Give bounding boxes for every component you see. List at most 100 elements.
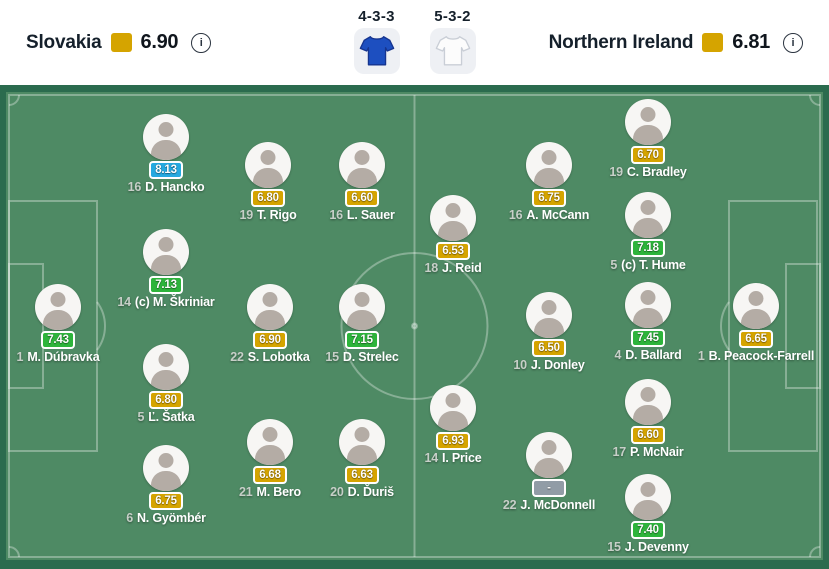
home-formation-label: 4-3-3 — [358, 8, 395, 25]
player-home-20[interactable]: 6.63 20 D. Ďuriš — [277, 419, 447, 499]
player-name: C. Bradley — [626, 165, 687, 179]
player-away-14[interactable]: 6.93 14 I. Price — [368, 385, 538, 465]
home-rating-chip — [110, 33, 132, 52]
player-away-16[interactable]: 6.75 16 A. McCann — [464, 142, 634, 222]
player-label: 5 Ľ. Šatka — [81, 410, 251, 424]
player-number: 21 — [239, 485, 253, 499]
person-silhouette-icon — [640, 107, 656, 122]
person-silhouette-icon — [640, 290, 656, 305]
formations-group: 4-3-3 5-3-2 — [353, 8, 476, 74]
player-number: 5 — [137, 410, 145, 424]
person-silhouette-icon — [151, 370, 181, 390]
person-silhouette-icon — [640, 200, 656, 215]
player-rating-badge: 7.45 — [631, 329, 665, 347]
player-number: 14 — [117, 295, 131, 309]
player-label: 22 J. McDonnell — [464, 498, 634, 512]
player-name: M. Dúbravka — [27, 350, 100, 364]
home-team-rating: 6.90 — [140, 31, 179, 53]
player-number: 15 — [325, 350, 339, 364]
person-silhouette-icon — [534, 168, 564, 188]
player-label: 18 J. Reid — [368, 261, 538, 275]
player-label: 19 T. Rigo — [183, 208, 353, 222]
player-rating-badge: 6.75 — [532, 189, 566, 207]
person-silhouette-icon — [158, 352, 174, 367]
person-silhouette-icon — [50, 292, 66, 307]
player-away-22[interactable]: - 22 J. McDonnell — [464, 432, 634, 512]
away-rating-info-icon[interactable]: i — [783, 32, 803, 53]
away-team-summary: Northern Ireland 6.81 i — [549, 31, 803, 54]
player-rating-badge: 6.70 — [631, 146, 665, 164]
person-silhouette-icon — [633, 405, 663, 425]
player-label: 16 L. Sauer — [277, 208, 447, 222]
player-avatar — [526, 142, 572, 188]
person-silhouette-icon — [541, 300, 557, 315]
person-silhouette-icon — [158, 122, 174, 137]
player-number: 22 — [502, 498, 517, 512]
player-home-16[interactable]: 8.13 16 D. Hancko — [81, 114, 251, 194]
person-silhouette-icon — [438, 221, 468, 241]
player-avatar — [143, 114, 189, 160]
player-rating-badge: 6.93 — [436, 432, 470, 450]
person-silhouette-icon — [534, 318, 564, 338]
player-rating-badge: 6.65 — [739, 330, 773, 348]
player-name: J. McDonnell — [520, 498, 596, 512]
person-silhouette-icon — [633, 218, 663, 238]
player-away-1[interactable]: 6.65 1 B. Peacock-Farrell — [671, 283, 829, 363]
player-home-5[interactable]: 6.80 5 Ľ. Šatka — [81, 344, 251, 424]
player-avatar — [430, 195, 476, 241]
home-team-name: Slovakia — [26, 31, 102, 53]
player-rating-badge: 6.80 — [149, 391, 183, 409]
player-home-22[interactable]: 6.90 22 S. Lobotka — [185, 284, 355, 364]
player-label: 14 (c) M. Škriniar — [81, 295, 251, 309]
player-name: D. Hancko — [145, 180, 205, 194]
player-home-16[interactable]: 6.60 16 L. Sauer — [277, 142, 447, 222]
pitch-markings — [8, 94, 821, 558]
person-silhouette-icon — [255, 310, 285, 330]
person-silhouette-icon — [151, 255, 181, 275]
player-avatar — [625, 99, 671, 145]
player-home-19[interactable]: 6.80 19 T. Rigo — [183, 142, 353, 222]
home-rating-info-icon[interactable]: i — [191, 32, 212, 53]
player-away-17[interactable]: 6.60 17 P. McNair — [563, 379, 733, 459]
player-number: 16 — [127, 180, 142, 194]
person-silhouette-icon — [347, 310, 377, 330]
players-layer: 7.43 1 M. Dúbravka 8.13 16 D. Hancko 7.13 … — [0, 85, 829, 569]
player-label: 16 A. McCann — [464, 208, 634, 222]
player-rating-badge: 8.13 — [149, 161, 183, 179]
player-avatar — [625, 282, 671, 328]
player-away-18[interactable]: 6.53 18 J. Reid — [368, 195, 538, 275]
player-label: 19 C. Bradley — [563, 165, 733, 179]
player-name: A. McCann — [526, 208, 590, 222]
player-away-5[interactable]: 7.18 5 (c) T. Hume — [563, 192, 733, 272]
player-home-15[interactable]: 7.15 15 D. Strelec — [277, 284, 447, 364]
person-silhouette-icon — [158, 453, 174, 468]
player-number: 16 — [508, 208, 523, 222]
player-away-10[interactable]: 6.50 10 J. Donley — [464, 292, 634, 372]
player-label: 4 D. Ballard — [563, 348, 733, 362]
player-home-14[interactable]: 7.13 14 (c) M. Škriniar — [81, 229, 251, 309]
player-home-6[interactable]: 6.75 6 N. Gyömbér — [81, 445, 251, 525]
away-jersey-icon — [429, 28, 476, 74]
player-number: 19 — [609, 165, 623, 179]
player-rating-badge: 7.13 — [149, 276, 183, 294]
away-formation-label: 5-3-2 — [434, 8, 471, 25]
player-away-15[interactable]: 7.40 15 J. Devenny — [563, 474, 733, 554]
person-silhouette-icon — [255, 445, 285, 465]
pitch-field — [6, 92, 823, 560]
player-rating-badge: 6.60 — [631, 426, 665, 444]
player-home-1[interactable]: 7.43 1 M. Dúbravka — [0, 284, 143, 364]
player-name: J. Donley — [530, 358, 585, 372]
player-away-19[interactable]: 6.70 19 C. Bradley — [563, 99, 733, 179]
player-label: 1 B. Peacock-Farrell — [671, 349, 829, 363]
person-silhouette-icon — [260, 150, 276, 165]
player-rating-badge: 6.60 — [345, 189, 379, 207]
player-away-4[interactable]: 7.45 4 D. Ballard — [563, 282, 733, 362]
player-name: N. Gyömbér — [136, 511, 206, 525]
player-home-21[interactable]: 6.68 21 M. Bero — [185, 419, 355, 499]
home-team-summary: Slovakia 6.90 i — [26, 31, 212, 54]
player-name: (c) M. Škriniar — [134, 295, 215, 309]
person-silhouette-icon — [741, 309, 771, 329]
away-team-rating: 6.81 — [732, 31, 770, 53]
player-avatar — [143, 344, 189, 390]
